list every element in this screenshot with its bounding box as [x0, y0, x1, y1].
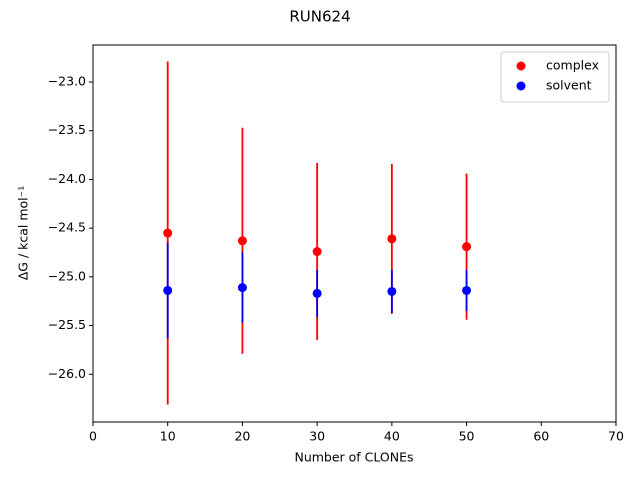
y-tick-label: −24.0 [48, 171, 86, 186]
point [387, 234, 397, 244]
y-tick-label: −26.0 [48, 366, 86, 381]
point [462, 242, 472, 252]
point [387, 286, 397, 296]
point [237, 283, 247, 293]
point [312, 247, 322, 257]
plot-frame [92, 44, 617, 423]
legend-marker [516, 61, 526, 71]
y-tick-label: −25.0 [48, 268, 86, 283]
chart-title: RUN624 [289, 8, 350, 26]
y-tick-label: −25.5 [48, 317, 86, 332]
x-tick-label: 40 [384, 429, 400, 444]
x-tick-label: 50 [459, 429, 475, 444]
legend-marker [516, 81, 526, 91]
x-tick-label: 30 [309, 429, 325, 444]
y-axis-label: ΔG / kcal mol⁻¹ [16, 186, 31, 281]
x-axis-label: Number of CLONEs [294, 450, 413, 465]
point [462, 285, 472, 295]
point [163, 228, 173, 238]
legend-box [500, 51, 610, 103]
x-tick-label: 10 [160, 429, 176, 444]
y-tick-label: −24.5 [48, 220, 86, 235]
legend-label: solvent [546, 78, 592, 93]
x-tick-label: 20 [234, 429, 250, 444]
x-tick-label: 70 [608, 429, 624, 444]
point [312, 288, 322, 298]
point [237, 236, 247, 246]
y-tick-label: −23.0 [48, 74, 86, 89]
x-tick-label: 60 [533, 429, 549, 444]
point [163, 285, 173, 295]
y-tick-label: −23.5 [48, 122, 86, 137]
legend-label: complex [546, 58, 599, 73]
x-tick-label: 0 [89, 429, 97, 444]
